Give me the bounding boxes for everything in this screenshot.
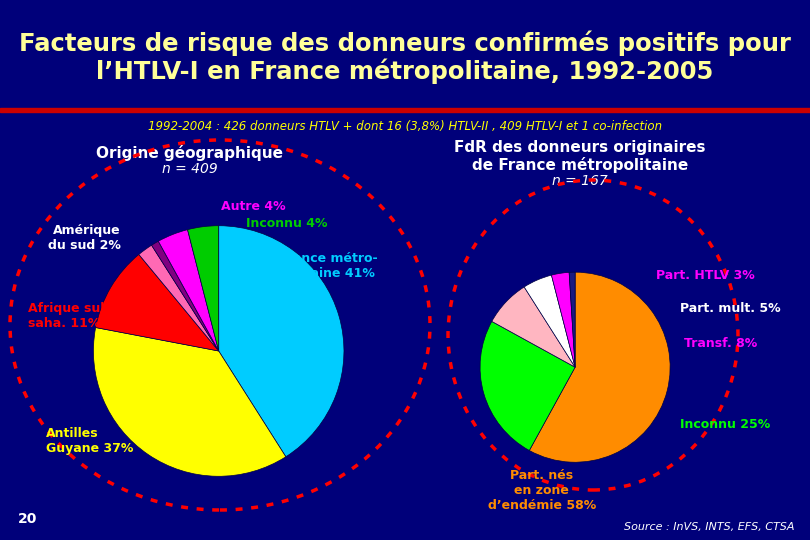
Text: de France métropolitaine: de France métropolitaine (472, 157, 688, 173)
Wedge shape (529, 272, 670, 462)
Text: Source : InVS, INTS, EFS, CTSA: Source : InVS, INTS, EFS, CTSA (625, 522, 795, 532)
Bar (0, 0, 810, 110)
Text: Autre 4%: Autre 4% (221, 200, 286, 213)
Bar (0, 108, 810, 112)
Text: Origine géographique: Origine géographique (96, 145, 284, 161)
Wedge shape (480, 321, 575, 450)
Text: Part. nés
en zone
d’endémie 58%: Part. nés en zone d’endémie 58% (488, 469, 596, 512)
Text: l’HTLV-I en France métropolitaine, 1992-2005: l’HTLV-I en France métropolitaine, 1992-… (96, 58, 714, 84)
Wedge shape (524, 275, 575, 367)
Wedge shape (96, 254, 219, 351)
Text: Antilles
Guyane 37%: Antilles Guyane 37% (46, 427, 133, 455)
Text: Part. HTLV 3%: Part. HTLV 3% (656, 268, 755, 281)
Text: Afrique sub-
saha. 11%: Afrique sub- saha. 11% (28, 302, 114, 330)
Text: FdR des donneurs originaires: FdR des donneurs originaires (454, 140, 706, 155)
Text: Facteurs de risque des donneurs confirmés positifs pour: Facteurs de risque des donneurs confirmé… (19, 30, 791, 56)
Text: 1992-2004 : 426 donneurs HTLV + dont 16 (3,8%) HTLV-II , 409 HTLV-I et 1 co-infe: 1992-2004 : 426 donneurs HTLV + dont 16 … (148, 120, 662, 133)
Wedge shape (219, 226, 344, 457)
Wedge shape (93, 328, 286, 476)
Text: 20: 20 (18, 512, 37, 526)
Text: Inconnu 25%: Inconnu 25% (680, 418, 769, 431)
Text: n = 167: n = 167 (552, 174, 608, 188)
Text: Amérique
du sud 2%: Amérique du sud 2% (48, 224, 121, 252)
Wedge shape (492, 287, 575, 367)
Wedge shape (158, 230, 219, 351)
Text: n = 409: n = 409 (162, 162, 218, 176)
Wedge shape (552, 272, 575, 367)
Wedge shape (139, 245, 219, 351)
Wedge shape (188, 226, 219, 351)
Text: France métro-
politaine 41%: France métro- politaine 41% (279, 252, 377, 280)
Text: Transf. 8%: Transf. 8% (684, 337, 757, 350)
Wedge shape (151, 241, 219, 351)
Text: Part. mult. 5%: Part. mult. 5% (680, 302, 780, 315)
Wedge shape (569, 272, 575, 367)
Text: Inconnu 4%: Inconnu 4% (246, 217, 328, 230)
